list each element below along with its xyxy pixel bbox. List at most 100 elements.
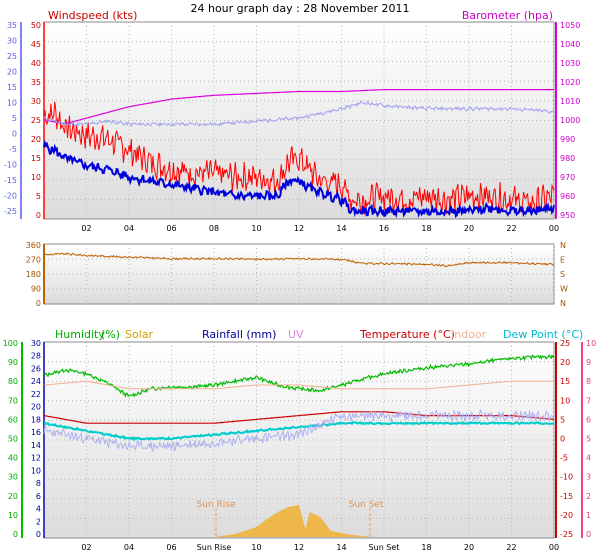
chart-title: 24 hour graph day : 28 November 2011 xyxy=(190,2,409,15)
rainfall-tick: 12 xyxy=(31,454,41,463)
temperature-tick: -15 xyxy=(4,176,17,185)
temperature-tick: 5 xyxy=(12,114,17,123)
temperature-tick: 35 xyxy=(7,21,17,30)
uv-axis: 0 1 2 3 4 5 6 7 8 9 10 xyxy=(581,339,596,539)
legend-rainfall: Rainfall (mm) xyxy=(202,328,276,341)
windspeed-tick: 30 xyxy=(31,97,41,106)
sun-markers: Sun Rise Sun Set xyxy=(197,500,384,538)
temperature-axis-right: -25 -20 -15 -10 -5 0 5 10 15 20 25 xyxy=(555,339,573,539)
uv-tick: 7 xyxy=(586,396,591,405)
barometer-tick: 1010 xyxy=(560,97,580,106)
temperature-tick: -5 xyxy=(9,145,17,154)
rainfall-tick: 28 xyxy=(31,352,41,361)
rainfall-tick: 8 xyxy=(36,479,41,488)
temperature-tick: 15 xyxy=(560,377,570,386)
sun-rise-label: Sun Rise xyxy=(197,500,236,510)
direction-tick: 270 xyxy=(26,256,41,265)
temperature-tick: -25 xyxy=(560,530,573,539)
windspeed-tick: 40 xyxy=(31,59,41,68)
humidity-tick: 30 xyxy=(8,473,18,482)
windspeed-tick: 20 xyxy=(31,135,41,144)
windspeed-tick: 35 xyxy=(31,78,41,87)
uv-tick: 1 xyxy=(586,511,591,520)
windspeed-axis: 0 5 10 15 20 25 30 35 40 45 50 xyxy=(31,21,45,220)
panel-wind-barometer: Windspeed (kts) Barometer (hpa) 0 5 10 15 20… xyxy=(4,9,580,233)
panel-3-grid xyxy=(44,342,555,538)
legend-dewpoint: Dew Point (°C) xyxy=(503,328,583,341)
temperature-tick: -20 xyxy=(4,192,17,201)
temperature-tick: 25 xyxy=(7,52,17,61)
barometer-tick: 990 xyxy=(560,135,575,144)
barometer-tick: 1020 xyxy=(560,78,580,87)
legend-solar: Solar xyxy=(125,328,154,341)
temperature-tick: -10 xyxy=(560,473,573,482)
barometer-tick: 950 xyxy=(560,211,575,220)
direction-tick: 360 xyxy=(26,241,41,250)
barometer-tick: 970 xyxy=(560,173,575,182)
windspeed-tick: 45 xyxy=(31,40,41,49)
humidity-tick: 40 xyxy=(8,454,18,463)
x-tick-label: 04 xyxy=(124,224,134,233)
x-tick-label: 18 xyxy=(421,543,431,552)
barometer-line xyxy=(43,89,554,125)
x-tick-label: 04 xyxy=(124,543,134,552)
x-tick-label: 12 xyxy=(294,224,304,233)
solar-area xyxy=(214,505,374,537)
x-tick-label: Sun Rise xyxy=(197,543,232,552)
x-tick-label: 10 xyxy=(251,543,261,552)
temperature-tick: 15 xyxy=(7,83,17,92)
temperature-tick: 0 xyxy=(560,435,565,444)
rainfall-tick: 20 xyxy=(31,403,41,412)
x-tick-label: 22 xyxy=(506,543,516,552)
x-tick-label: 00 xyxy=(549,543,559,552)
direction-tick: 0 xyxy=(36,299,41,308)
humidity-tick: 20 xyxy=(8,492,18,501)
legend-uv: UV xyxy=(288,328,304,341)
temperature-tick: 0 xyxy=(12,130,17,139)
compass-label: S xyxy=(560,270,565,279)
sun-set-label: Sun Set xyxy=(349,500,384,510)
windspeed-tick: 50 xyxy=(31,21,41,30)
barometer-label: Barometer (hpa) xyxy=(462,9,553,22)
humidity-tick: 70 xyxy=(8,396,18,405)
x-tick-label: 12 xyxy=(294,543,304,552)
uv-tick: 4 xyxy=(586,454,591,463)
temperature-tick: 20 xyxy=(7,68,17,77)
panel-3-legend: Humidity (%) Solar Rainfall (mm) UV Temp… xyxy=(55,328,583,341)
rainfall-tick: 18 xyxy=(31,415,41,424)
panel-2-series xyxy=(43,252,555,268)
temperature-tick: -25 xyxy=(4,207,17,216)
x-tick-label: 16 xyxy=(379,224,389,233)
temperature-line xyxy=(43,100,555,128)
panel-1-grid xyxy=(44,22,555,219)
rainfall-tick: 30 xyxy=(31,339,41,348)
humidity-tick: 10 xyxy=(8,511,18,520)
panel-3-time-axis: 02 04 06 Sun Rise 10 12 14 Sun Set 18 20 22 00 xyxy=(81,543,559,552)
legend-indoor: Indoor xyxy=(451,328,487,341)
barometer-axis: 950 960 970 980 990 1000 1010 1020 1030 1040 1050 xyxy=(555,21,580,220)
humidity-tick: 0 xyxy=(13,530,18,539)
gust-line xyxy=(43,139,555,219)
uv-tick: 3 xyxy=(586,473,591,482)
panel-3-series xyxy=(43,354,555,537)
uv-tick: 6 xyxy=(586,415,591,424)
humidity-tick: 90 xyxy=(8,358,18,367)
temperature-axis-left: -25 -20 -15 -10 -5 0 5 10 15 20 25 30 35 xyxy=(4,21,22,219)
compass-label: N xyxy=(560,241,566,250)
uv-tick: 9 xyxy=(586,358,591,367)
windspeed-tick: 15 xyxy=(31,154,41,163)
humidity-tick: 60 xyxy=(8,415,18,424)
panel-2-grid xyxy=(44,244,555,304)
barometer-tick: 960 xyxy=(560,192,575,201)
barometer-tick: 980 xyxy=(560,154,575,163)
x-tick-label: 02 xyxy=(81,543,91,552)
rainfall-tick: 16 xyxy=(31,428,41,437)
panel-1-series xyxy=(43,89,555,219)
temperature-tick: 10 xyxy=(7,99,17,108)
temperature-tick: 10 xyxy=(560,396,570,405)
direction-axis: 0 90 180 270 360 xyxy=(26,241,45,308)
x-tick-label: 22 xyxy=(506,224,516,233)
temperature-tick: -10 xyxy=(4,161,17,170)
barometer-tick: 1040 xyxy=(560,40,580,49)
